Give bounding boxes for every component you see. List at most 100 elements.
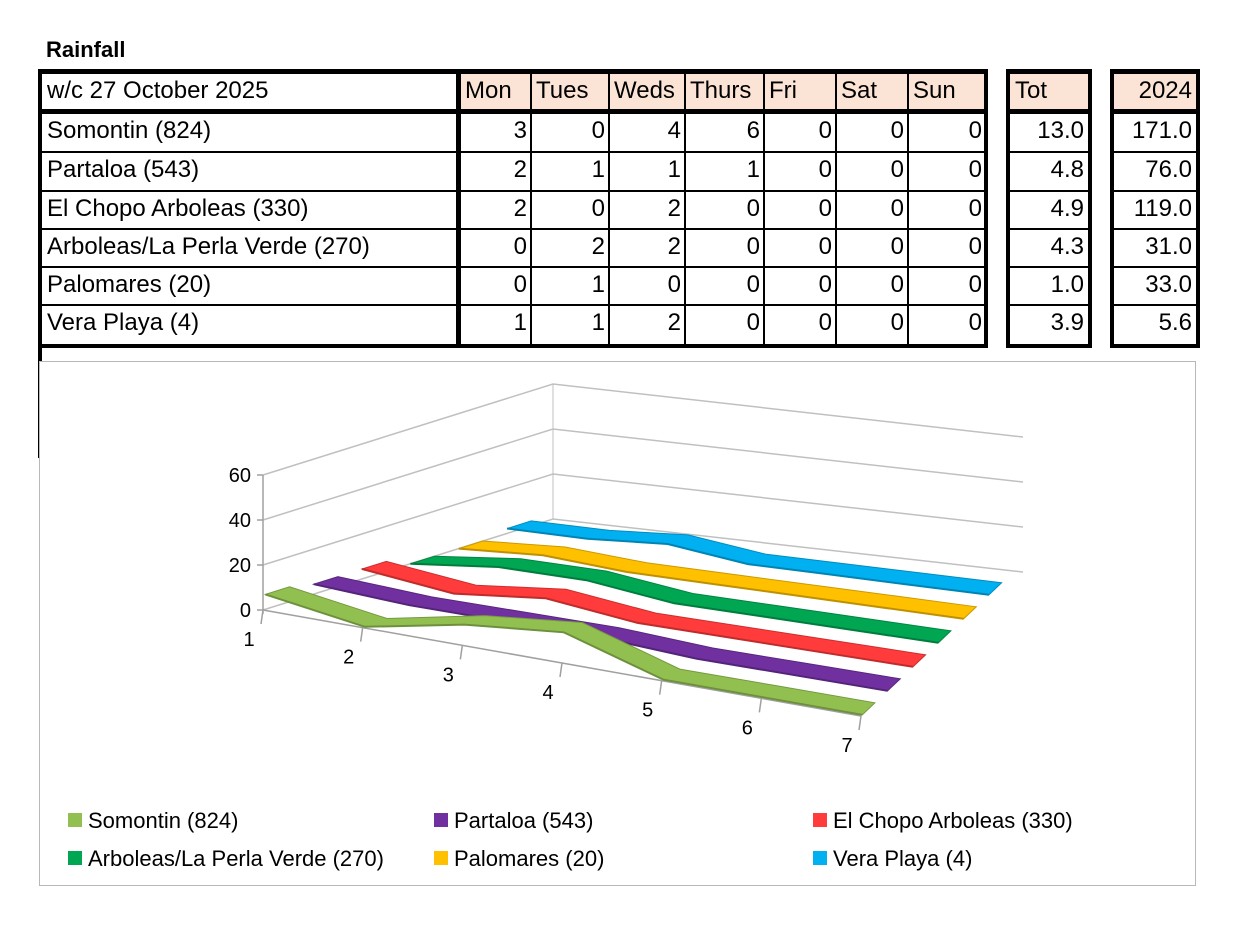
y-tick-label: 0 <box>240 600 251 622</box>
table-rule <box>1006 190 1092 192</box>
table-cell-tot: 1.0 <box>1050 271 1084 298</box>
x-tick-label: 4 <box>542 682 553 704</box>
chart-plot: 0 20 40 60 1 2 3 4 5 6 7 <box>229 383 1024 757</box>
column-header-mon: Mon <box>460 73 531 110</box>
table-rule <box>38 344 988 348</box>
table-cell: 0 <box>968 309 982 336</box>
table-cell-tot: 4.9 <box>1050 195 1084 222</box>
legend-label: Arboleas/La Perla Verde (270) <box>88 846 384 871</box>
rainfall-chart: 0 20 40 60 1 2 3 4 5 6 7 Somontin (824) Partaloa (5… <box>39 361 1196 886</box>
x-tick <box>260 609 264 625</box>
table-cell-year: 119.0 <box>1133 195 1192 222</box>
table-cell: 0 <box>890 156 904 183</box>
table-cell: 0 <box>968 117 982 144</box>
table-rule <box>38 190 988 192</box>
table-rule <box>1006 151 1092 153</box>
legend-label: Palomares (20) <box>454 846 605 871</box>
legend-label: Partaloa (543) <box>454 808 594 833</box>
table-corner-label: w/c 27 October 2025 <box>47 77 269 104</box>
legend-swatch <box>813 813 827 827</box>
table-rule <box>1110 344 1200 348</box>
table-cell-year: 76.0 <box>1145 156 1192 183</box>
table-cell-tot: 4.8 <box>1050 156 1084 183</box>
x-tick-label: 5 <box>642 700 653 722</box>
table-cell-year: 33.0 <box>1145 271 1192 298</box>
gridline-20 <box>262 473 1024 566</box>
legend-swatch <box>68 813 82 827</box>
legend-swatch <box>813 851 827 865</box>
table-cell: 0 <box>890 309 904 336</box>
table-rule <box>38 69 988 74</box>
table-cell: 1 <box>667 156 681 183</box>
column-header-year: 2024 <box>1114 73 1196 110</box>
table-cell-tot: 13.0 <box>1037 117 1084 144</box>
column-header-sat: Sat <box>836 73 908 110</box>
table-cell: 2 <box>591 233 605 260</box>
row-label: Arboleas/La Perla Verde (270) <box>47 233 370 260</box>
table-cell-year: 5.6 <box>1158 309 1192 336</box>
table-cell: 0 <box>818 195 832 222</box>
table-rule <box>1110 304 1200 306</box>
x-tick-label: 6 <box>742 717 753 739</box>
table-rule <box>1006 69 1092 74</box>
table-rule <box>1006 109 1092 114</box>
x-tick <box>658 680 663 695</box>
table-cell: 0 <box>513 271 527 298</box>
x-tick-label: 2 <box>343 647 354 669</box>
table-cell: 0 <box>890 195 904 222</box>
table-rule <box>608 73 610 344</box>
table-cell: 0 <box>968 233 982 260</box>
legend-swatch <box>434 813 448 827</box>
table-rule <box>456 69 461 348</box>
legend-item: Vera Playa (4) <box>813 846 972 872</box>
table-cell: 6 <box>746 117 760 144</box>
table-cell: 3 <box>513 117 527 144</box>
column-header-fri: Fri <box>764 73 836 110</box>
legend-label: El Chopo Arboleas (330) <box>833 808 1073 833</box>
row-label: Somontin (824) <box>47 117 212 144</box>
table-rule <box>1110 190 1200 192</box>
table-cell-tot: 4.3 <box>1050 233 1084 260</box>
table-cell-year: 171.0 <box>1131 117 1192 144</box>
table-cell: 4 <box>667 117 681 144</box>
table-rule <box>763 73 765 344</box>
column-header-tues: Tues <box>531 73 609 110</box>
legend-swatch <box>434 851 448 865</box>
table-cell: 0 <box>746 309 760 336</box>
table-cell: 2 <box>513 156 527 183</box>
legend-item: El Chopo Arboleas (330) <box>813 808 1073 834</box>
table-rule <box>984 69 988 348</box>
table-rule <box>1088 69 1092 348</box>
table-cell: 0 <box>968 195 982 222</box>
table-cell: 0 <box>968 156 982 183</box>
column-header-sun: Sun <box>908 73 986 110</box>
table-rule <box>38 304 988 306</box>
legend-label: Somontin (824) <box>88 808 239 833</box>
table-rule <box>38 266 988 268</box>
x-tick <box>559 662 563 678</box>
table-rule <box>835 73 837 344</box>
table-cell: 1 <box>513 309 527 336</box>
column-header-thurs: Thurs <box>685 73 764 110</box>
table-cell: 0 <box>818 309 832 336</box>
table-rule <box>1196 69 1200 348</box>
legend-item: Arboleas/La Perla Verde (270) <box>68 846 384 872</box>
x-tick-label: 7 <box>841 735 852 757</box>
gridline-60 <box>262 383 1024 476</box>
series-ribbon-0 <box>263 586 876 716</box>
table-cell: 0 <box>890 117 904 144</box>
x-tick <box>758 698 763 713</box>
table-rule <box>684 73 686 344</box>
table-cell: 0 <box>890 271 904 298</box>
table-cell: 0 <box>746 195 760 222</box>
y-tick-label: 60 <box>229 465 251 487</box>
series-ribbon-2 <box>360 560 927 668</box>
table-rule <box>1110 109 1200 114</box>
table-cell: 0 <box>818 271 832 298</box>
x-tick <box>858 715 862 731</box>
page-title: Rainfall <box>46 37 126 62</box>
table-cell-tot: 3.9 <box>1050 309 1084 336</box>
legend-item: Somontin (824) <box>68 808 238 834</box>
row-label: Palomares (20) <box>47 271 212 298</box>
column-header-tot: Tot <box>1010 73 1088 110</box>
